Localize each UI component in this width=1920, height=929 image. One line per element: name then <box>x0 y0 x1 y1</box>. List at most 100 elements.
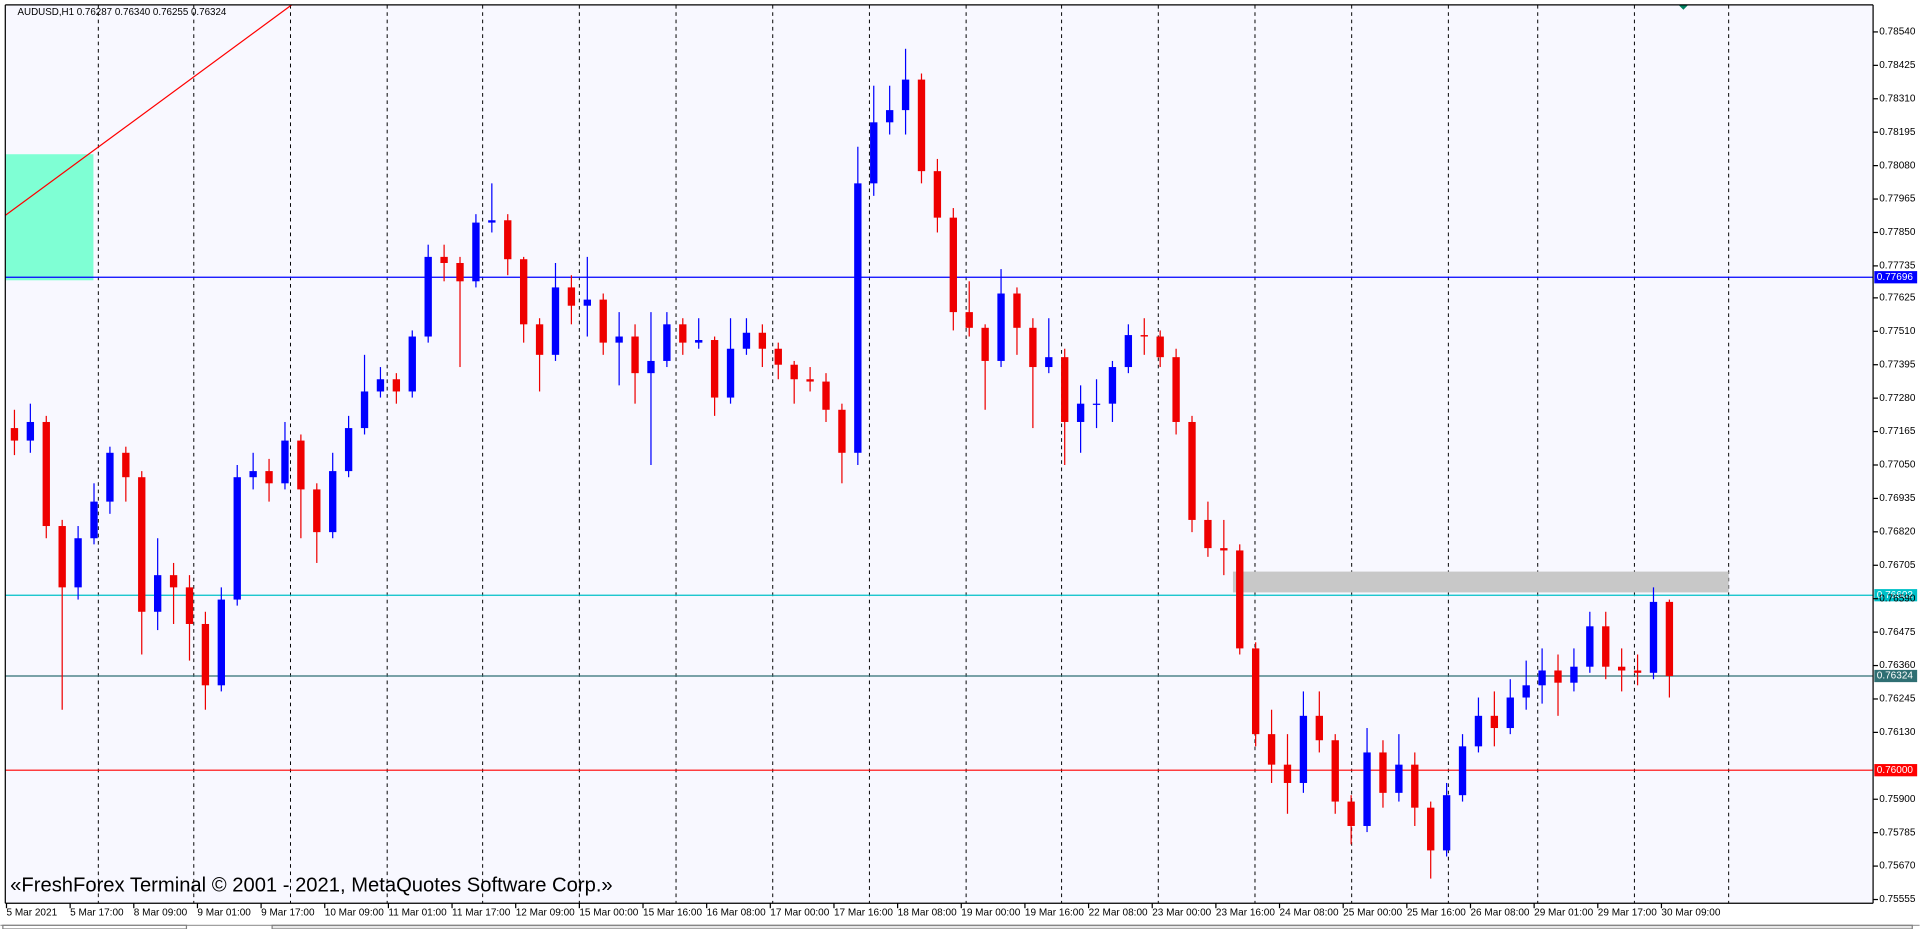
candle-body <box>1602 626 1610 667</box>
y-tick-label: 0.78080 <box>1879 160 1916 171</box>
candle-body <box>90 501 98 539</box>
candle-body <box>504 220 512 260</box>
candle-body <box>583 299 591 306</box>
scrollbar[interactable] <box>271 924 1913 929</box>
candle-body <box>615 336 623 343</box>
candle-body <box>1045 357 1053 368</box>
candle-body <box>1570 666 1578 683</box>
candle-body <box>1124 335 1133 368</box>
y-tick-label: 0.77850 <box>1879 227 1916 238</box>
y-tick-label: 0.77625 <box>1879 293 1916 304</box>
x-tick-label: 29 Mar 17:00 <box>1598 908 1657 919</box>
candle-body <box>1617 666 1626 671</box>
candle-body <box>344 428 353 472</box>
candle-body <box>392 379 401 392</box>
candle-body <box>1395 764 1403 793</box>
candle-body <box>901 79 910 111</box>
candle-body <box>74 538 82 588</box>
candle-body <box>663 324 671 361</box>
y-tick-label: 0.77165 <box>1879 426 1916 437</box>
candle-body <box>1442 795 1451 851</box>
candle-body <box>965 312 973 328</box>
candle-body <box>933 171 942 218</box>
tab[interactable] <box>2 924 188 929</box>
candle-body <box>360 391 369 429</box>
watermark: «FreshForex Terminal © 2001 - 2021, Meta… <box>10 874 612 896</box>
candle-body <box>456 262 464 282</box>
candle-body <box>647 360 655 374</box>
y-tick-label: 0.75670 <box>1879 861 1916 872</box>
x-tick-label: 5 Mar 2021 <box>6 908 57 919</box>
x-tick-label: 25 Mar 00:00 <box>1343 908 1402 919</box>
levels: 0.77696 0.76602 0.76324 0.76000 <box>5 271 1918 777</box>
candle-body <box>1411 764 1419 808</box>
candle-body <box>726 348 735 398</box>
candle-body <box>1076 403 1085 422</box>
candle-body <box>153 575 162 612</box>
y-tick-label: 0.76935 <box>1879 493 1916 504</box>
zone-rectangle <box>1232 571 1729 593</box>
x-tick-label: 23 Mar 00:00 <box>1152 908 1211 919</box>
candle-body <box>1092 403 1101 405</box>
candle-body <box>1458 746 1467 796</box>
y-tick-label: 0.78425 <box>1879 60 1916 71</box>
x-tick-label: 19 Mar 16:00 <box>1025 908 1084 919</box>
y-tick-label: 0.78310 <box>1879 93 1916 104</box>
candle-body <box>1013 293 1021 328</box>
y-tick-label: 0.75555 <box>1879 894 1916 905</box>
y-tick-label: 0.77965 <box>1879 194 1916 205</box>
x-tick-label: 10 Mar 09:00 <box>325 908 384 919</box>
y-tick-label: 0.76705 <box>1879 560 1916 571</box>
candle-body <box>870 122 878 184</box>
x-tick-label: 17 Mar 00:00 <box>770 908 829 919</box>
y-tick-label: 0.77395 <box>1879 359 1916 370</box>
candle-body <box>599 299 607 343</box>
trend-line <box>4 4 293 216</box>
y-tick-label: 0.76820 <box>1879 527 1916 538</box>
level-label: 0.76000 <box>1877 765 1914 776</box>
candle-body <box>917 79 926 172</box>
candle-body <box>1236 550 1244 649</box>
x-tick-label: 23 Mar 16:00 <box>1216 908 1275 919</box>
x-tick-label: 5 Mar 17:00 <box>70 908 124 919</box>
level-label: 0.76324 <box>1877 671 1914 682</box>
candle-body <box>138 477 146 612</box>
candle-body <box>1299 715 1308 783</box>
candle-body <box>822 381 830 410</box>
candle-body <box>1331 740 1339 802</box>
candle-body <box>169 575 178 588</box>
candle-body <box>1267 734 1276 765</box>
candle-body <box>440 256 448 263</box>
candle-body <box>1188 421 1196 520</box>
level-label-box <box>1874 271 1918 284</box>
candle-body <box>106 452 114 502</box>
x-tick-label: 15 Mar 00:00 <box>579 908 638 919</box>
candle-body <box>1506 697 1514 729</box>
candle-body <box>790 364 798 380</box>
candle-body <box>1172 357 1180 422</box>
candle-body <box>329 471 337 533</box>
candle-body <box>1220 548 1228 551</box>
x-tick-label: 26 Mar 08:00 <box>1470 908 1529 919</box>
candle-body <box>854 183 862 453</box>
candle-body <box>1474 715 1483 747</box>
x-tick-label: 11 Mar 17:00 <box>452 908 511 919</box>
candle-body <box>1204 519 1212 549</box>
candle-body <box>949 217 957 313</box>
level-label: 0.76602 <box>1877 590 1914 601</box>
x-tick-label: 15 Mar 16:00 <box>643 908 702 919</box>
candle-body <box>488 220 496 223</box>
candle-body <box>217 599 225 686</box>
x-tick-label: 17 Mar 16:00 <box>834 908 893 919</box>
y-tick-label: 0.78195 <box>1879 127 1916 138</box>
y-tick-label: 0.75900 <box>1879 794 1916 805</box>
candle-body <box>631 336 639 374</box>
candle-body <box>1665 601 1674 677</box>
candle-body <box>981 327 989 361</box>
x-tick-label: 16 Mar 08:00 <box>707 908 766 919</box>
candle-body <box>1522 685 1530 698</box>
candle-body <box>1586 626 1594 667</box>
candle-body <box>679 324 687 343</box>
